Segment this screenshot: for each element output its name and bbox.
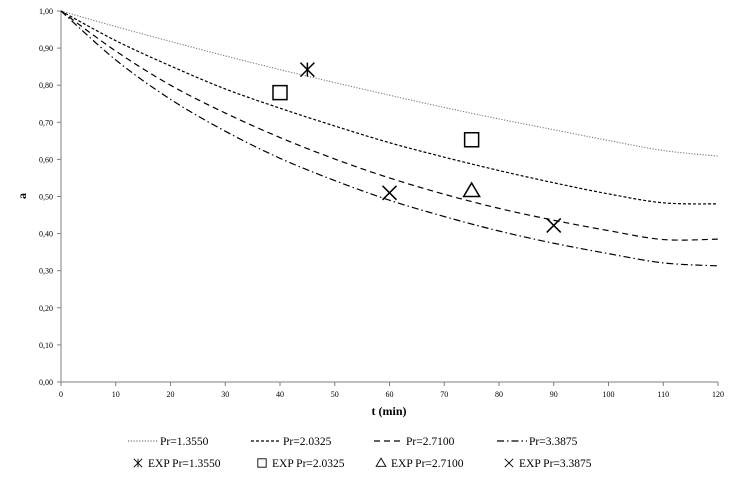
y-tick-label: 0,80 xyxy=(39,81,53,90)
y-tick-label: 0,50 xyxy=(39,193,53,202)
y-tick-label: 0,30 xyxy=(39,267,53,276)
y-tick-label: 0,20 xyxy=(39,304,53,313)
exp-point-3-1 xyxy=(462,181,481,198)
legend-marker-1 xyxy=(133,458,143,468)
x-tick-label: 30 xyxy=(221,390,229,399)
y-tick-label: 0,40 xyxy=(39,230,53,239)
series-line-4 xyxy=(60,10,719,267)
legend: Pr=1.3550 Pr=2.0325 Pr=2.7100 Pr=3.3875 EXP … xyxy=(128,436,592,470)
y-tick-label: 0,00 xyxy=(39,378,53,387)
x-tick-label: 10 xyxy=(112,390,120,399)
x-tick-label: 90 xyxy=(550,390,558,399)
experimental-markers xyxy=(272,62,562,233)
exp-point-2-2 xyxy=(463,131,480,148)
legend-exp-label-3: EXP Pr=2.7100 xyxy=(391,458,464,470)
y-axis-title: a xyxy=(15,193,29,199)
x-tick-label: 20 xyxy=(167,390,175,399)
x-axis: 0 10 20 30 40 50 60 70 80 90 100 110 120 xyxy=(59,381,724,399)
legend-marker-4 xyxy=(504,458,514,468)
legend-marker-2 xyxy=(257,458,267,468)
legend-label-4: Pr=3.3875 xyxy=(529,436,578,448)
x-tick-label: 0 xyxy=(59,390,63,399)
x-tick-label: 110 xyxy=(657,390,669,399)
y-tick-label: 1,00 xyxy=(39,7,53,16)
series-line-3 xyxy=(60,10,719,241)
exp-point-2-1 xyxy=(272,84,288,101)
y-tick-label: 0,10 xyxy=(39,341,53,350)
legend-exp-label-2: EXP Pr=2.0325 xyxy=(272,458,345,470)
exp-point-4-1 xyxy=(381,185,398,201)
legend-label-2: Pr=2.0325 xyxy=(283,436,332,448)
y-tick-label: 0,90 xyxy=(39,44,53,53)
exp-point-1-1 xyxy=(299,62,315,78)
x-tick-label: 80 xyxy=(495,390,503,399)
x-tick-label: 50 xyxy=(331,390,339,399)
y-tick-label: 0,70 xyxy=(39,118,53,127)
series-line-1 xyxy=(60,10,719,157)
y-tick-label: 0,60 xyxy=(39,155,53,164)
legend-exp-label-1: EXP Pr=1.3550 xyxy=(148,458,221,470)
x-tick-label: 120 xyxy=(712,390,724,399)
x-tick-label: 40 xyxy=(276,390,284,399)
series-line-2 xyxy=(60,10,719,205)
legend-exp-label-4: EXP Pr=3.3875 xyxy=(519,458,592,470)
legend-label-3: Pr=2.7100 xyxy=(406,436,455,448)
legend-label-1: Pr=1.3550 xyxy=(160,436,209,448)
series-lines xyxy=(60,10,719,267)
y-axis: 0,00 0,10 0,20 0,30 0,40 0,50 0,60 0,70 0,80 0,90… xyxy=(39,7,62,387)
x-tick-label: 70 xyxy=(440,390,448,399)
x-axis-title: t (min) xyxy=(372,404,407,418)
legend-marker-3 xyxy=(375,457,387,467)
x-tick-label: 100 xyxy=(603,390,615,399)
exp-point-4-2 xyxy=(546,217,562,233)
x-tick-label: 60 xyxy=(386,390,394,399)
